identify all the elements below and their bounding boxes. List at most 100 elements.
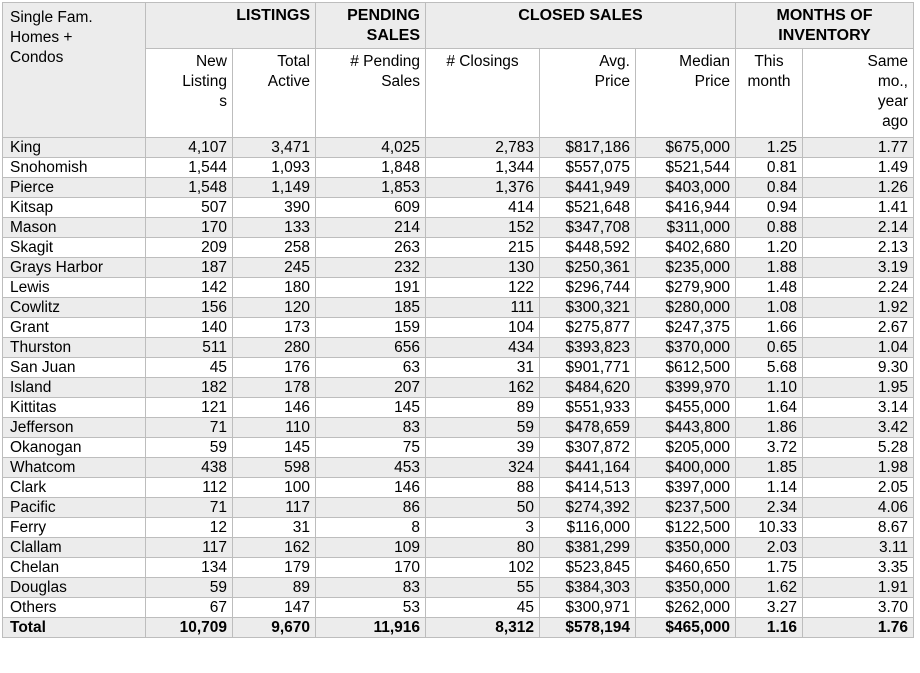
table-row: Island 182 178 207 162 $484,620 $399,970 1.10 1.… bbox=[2, 377, 914, 398]
cell-same-month-year-ago: 1.95 bbox=[802, 377, 914, 398]
cell-pending-sales: 8 bbox=[315, 517, 426, 538]
cell-total-active: 146 bbox=[232, 397, 316, 418]
corner-header-single-fam-homes-condos: Single Fam. Homes + Condos bbox=[2, 2, 146, 138]
cell-closings: 45 bbox=[425, 597, 540, 618]
cell-total-active: 178 bbox=[232, 377, 316, 398]
cell-county: Clallam bbox=[2, 537, 146, 558]
column-header-pending-sales: # Pending Sales bbox=[315, 48, 426, 138]
cell-county: Douglas bbox=[2, 577, 146, 598]
cell-county: Pacific bbox=[2, 497, 146, 518]
cell-pending-sales: 232 bbox=[315, 257, 426, 278]
cell-avg-price: $557,075 bbox=[539, 157, 636, 178]
cell-avg-price: $300,321 bbox=[539, 297, 636, 318]
cell-avg-price: $384,303 bbox=[539, 577, 636, 598]
cell-county: Cowlitz bbox=[2, 297, 146, 318]
group-header-row: Single Fam. Homes + Condos LISTINGS PEND… bbox=[2, 2, 914, 138]
cell-this-month: 0.84 bbox=[735, 177, 803, 198]
total-row: Total 10,709 9,670 11,916 8,312 $578,194 $465,… bbox=[2, 617, 914, 638]
cell-closings: 162 bbox=[425, 377, 540, 398]
cell-median-price: $247,375 bbox=[635, 317, 736, 338]
cell-new-listings: 117 bbox=[145, 537, 233, 558]
cell-pending-sales: 109 bbox=[315, 537, 426, 558]
cell-this-month: 0.81 bbox=[735, 157, 803, 178]
cell-same-month-year-ago: 3.11 bbox=[802, 537, 914, 558]
cell-new-listings: 59 bbox=[145, 577, 233, 598]
cell-pending-sales: 83 bbox=[315, 417, 426, 438]
cell-median-price: $397,000 bbox=[635, 477, 736, 498]
cell-new-listings: 112 bbox=[145, 477, 233, 498]
cell-closings: 152 bbox=[425, 217, 540, 238]
cell-this-month: 3.27 bbox=[735, 597, 803, 618]
cell-pending-sales: 453 bbox=[315, 457, 426, 478]
cell-median-price: $455,000 bbox=[635, 397, 736, 418]
cell-same-month-year-ago: 2.67 bbox=[802, 317, 914, 338]
cell-pending-sales: 75 bbox=[315, 437, 426, 458]
cell-new-listings: 45 bbox=[145, 357, 233, 378]
cell-median-price: $402,680 bbox=[635, 237, 736, 258]
cell-closings: 31 bbox=[425, 357, 540, 378]
cell-closings: 50 bbox=[425, 497, 540, 518]
cell-same-month-year-ago: 3.42 bbox=[802, 417, 914, 438]
cell-pending-sales: 214 bbox=[315, 217, 426, 238]
cell-total-active: 162 bbox=[232, 537, 316, 558]
cell-same-month-year-ago: 4.06 bbox=[802, 497, 914, 518]
cell-new-listings: 142 bbox=[145, 277, 233, 298]
cell-this-month: 5.68 bbox=[735, 357, 803, 378]
cell-new-listings: 67 bbox=[145, 597, 233, 618]
cell-closings: 39 bbox=[425, 437, 540, 458]
table-row: Grays Harbor 187 245 232 130 $250,361 $235,000… bbox=[2, 257, 914, 278]
cell-same-month-year-ago: 1.91 bbox=[802, 577, 914, 598]
cell-total-this-month: 1.16 bbox=[735, 617, 803, 638]
table-row: Mason 170 133 214 152 $347,708 $311,000 0.88 2.1… bbox=[2, 217, 914, 238]
table-row: Snohomish 1,544 1,093 1,848 1,344 $557,075 $52… bbox=[2, 157, 914, 178]
housing-stats-table: Single Fam. Homes + Condos LISTINGS PEND… bbox=[2, 2, 914, 638]
cell-county: Thurston bbox=[2, 337, 146, 358]
cell-same-month-year-ago: 3.19 bbox=[802, 257, 914, 278]
cell-county: Kitsap bbox=[2, 197, 146, 218]
cell-total-median-price: $465,000 bbox=[635, 617, 736, 638]
cell-pending-sales: 4,025 bbox=[315, 137, 426, 158]
cell-closings: 122 bbox=[425, 277, 540, 298]
cell-pending-sales: 83 bbox=[315, 577, 426, 598]
cell-closings: 324 bbox=[425, 457, 540, 478]
column-header-closings: # Closings bbox=[425, 48, 540, 138]
cell-pending-sales: 146 bbox=[315, 477, 426, 498]
cell-this-month: 3.72 bbox=[735, 437, 803, 458]
cell-this-month: 1.64 bbox=[735, 397, 803, 418]
cell-same-month-year-ago: 1.26 bbox=[802, 177, 914, 198]
cell-avg-price: $274,392 bbox=[539, 497, 636, 518]
table-row: Others 67 147 53 45 $300,971 $262,000 3.27 3.70 bbox=[2, 597, 914, 618]
cell-new-listings: 1,544 bbox=[145, 157, 233, 178]
cell-county: Others bbox=[2, 597, 146, 618]
cell-this-month: 2.34 bbox=[735, 497, 803, 518]
cell-this-month: 1.62 bbox=[735, 577, 803, 598]
cell-avg-price: $551,933 bbox=[539, 397, 636, 418]
cell-pending-sales: 609 bbox=[315, 197, 426, 218]
column-header-avg-price: Avg. Price bbox=[539, 48, 636, 138]
cell-median-price: $350,000 bbox=[635, 537, 736, 558]
cell-county: Grays Harbor bbox=[2, 257, 146, 278]
cell-this-month: 1.10 bbox=[735, 377, 803, 398]
table-row: King 4,107 3,471 4,025 2,783 $817,186 $675,000… bbox=[2, 137, 914, 158]
cell-new-listings: 507 bbox=[145, 197, 233, 218]
cell-same-month-year-ago: 2.24 bbox=[802, 277, 914, 298]
cell-closings: 215 bbox=[425, 237, 540, 258]
cell-avg-price: $381,299 bbox=[539, 537, 636, 558]
cell-total-same-month-year-ago: 1.76 bbox=[802, 617, 914, 638]
cell-this-month: 2.03 bbox=[735, 537, 803, 558]
cell-this-month: 1.75 bbox=[735, 557, 803, 578]
cell-closings: 1,344 bbox=[425, 157, 540, 178]
cell-closings: 130 bbox=[425, 257, 540, 278]
group-header-closed-sales: CLOSED SALES bbox=[425, 2, 736, 49]
cell-new-listings: 438 bbox=[145, 457, 233, 478]
cell-county: Island bbox=[2, 377, 146, 398]
table-row: Pierce 1,548 1,149 1,853 1,376 $441,949 $403,0… bbox=[2, 177, 914, 198]
cell-avg-price: $817,186 bbox=[539, 137, 636, 158]
cell-county: Clark bbox=[2, 477, 146, 498]
cell-median-price: $521,544 bbox=[635, 157, 736, 178]
table-row: Clallam 117 162 109 80 $381,299 $350,000 2.03 3.… bbox=[2, 537, 914, 558]
table-row: Whatcom 438 598 453 324 $441,164 $400,000 1.85 1… bbox=[2, 457, 914, 478]
cell-median-price: $400,000 bbox=[635, 457, 736, 478]
cell-closings: 55 bbox=[425, 577, 540, 598]
cell-same-month-year-ago: 1.49 bbox=[802, 157, 914, 178]
